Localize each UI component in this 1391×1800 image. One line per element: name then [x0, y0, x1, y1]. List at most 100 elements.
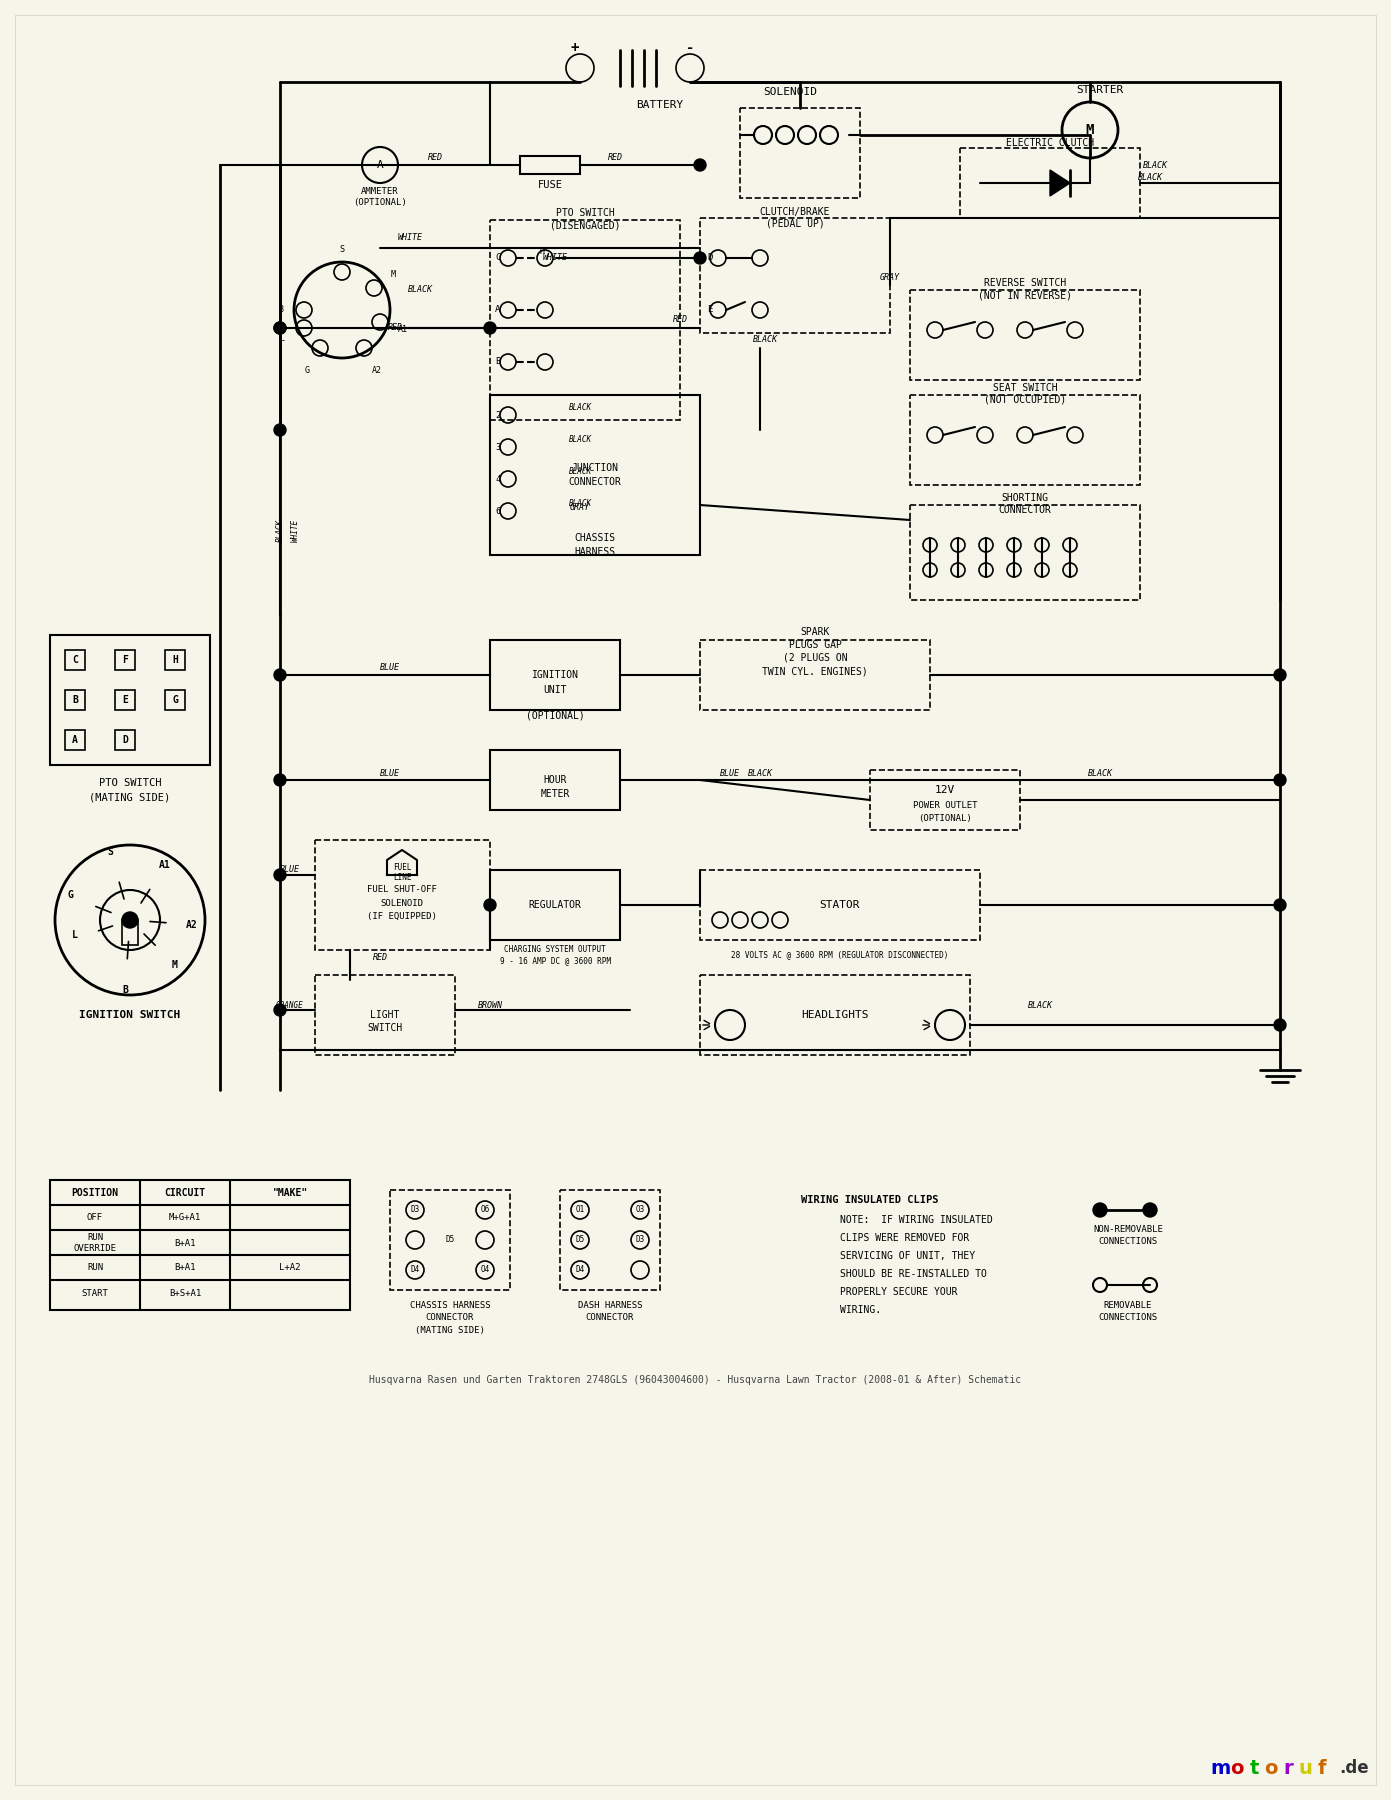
Text: SHORTING: SHORTING — [1002, 493, 1049, 502]
Text: PTO SWITCH: PTO SWITCH — [555, 209, 615, 218]
Circle shape — [1274, 898, 1287, 911]
Text: ORANGE: ORANGE — [277, 1001, 303, 1010]
Text: M: M — [172, 959, 178, 970]
Circle shape — [1274, 1019, 1287, 1031]
Circle shape — [1093, 1202, 1107, 1217]
Text: RUN
OVERRIDE: RUN OVERRIDE — [74, 1233, 117, 1253]
Text: r: r — [1283, 1759, 1292, 1778]
Text: REVERSE SWITCH: REVERSE SWITCH — [983, 277, 1066, 288]
Text: M: M — [1086, 122, 1095, 137]
Text: L: L — [278, 335, 284, 344]
Bar — [520, 157, 580, 175]
Text: D4: D4 — [410, 1265, 420, 1274]
Circle shape — [1143, 1202, 1157, 1217]
Text: 6: 6 — [495, 506, 501, 515]
Text: L+A2: L+A2 — [280, 1264, 300, 1273]
Text: 9 - 16 AMP DC @ 3600 RPM: 9 - 16 AMP DC @ 3600 RPM — [499, 956, 611, 965]
Text: LIGHT: LIGHT — [370, 1010, 399, 1021]
Text: WHITE: WHITE — [291, 518, 299, 542]
Text: (MATING SIDE): (MATING SIDE) — [415, 1327, 485, 1336]
Circle shape — [274, 322, 287, 335]
Text: M: M — [391, 270, 395, 279]
Text: G: G — [305, 367, 309, 376]
Text: SWITCH: SWITCH — [367, 1022, 402, 1033]
Text: NON-REMOVABLE: NON-REMOVABLE — [1093, 1226, 1163, 1235]
Bar — [960, 148, 1141, 218]
Text: START: START — [82, 1289, 108, 1298]
Text: 3: 3 — [495, 443, 501, 452]
Text: Husqvarna Rasen und Garten Traktoren 2748GLS (96043004600) - Husqvarna Lawn Trac: Husqvarna Rasen und Garten Traktoren 274… — [369, 1375, 1021, 1384]
Text: A: A — [72, 734, 78, 745]
Text: E: E — [707, 306, 712, 315]
Text: O6: O6 — [480, 1206, 490, 1215]
Bar — [490, 394, 700, 554]
Text: 2: 2 — [495, 410, 501, 419]
Text: BLACK: BLACK — [753, 335, 778, 344]
Text: WIRING.: WIRING. — [840, 1305, 881, 1316]
Text: FUEL SHUT-OFF: FUEL SHUT-OFF — [367, 886, 437, 895]
Text: A2: A2 — [373, 367, 383, 376]
Text: (2 PLUGS ON: (2 PLUGS ON — [783, 653, 847, 662]
Bar — [314, 976, 455, 1055]
Text: BLACK: BLACK — [569, 468, 591, 477]
Text: BATTERY: BATTERY — [636, 101, 683, 110]
Text: D5: D5 — [445, 1235, 455, 1244]
Text: 12V: 12V — [935, 785, 956, 796]
Text: M+G+A1: M+G+A1 — [168, 1213, 202, 1222]
Bar — [122, 920, 138, 945]
Circle shape — [274, 1004, 287, 1015]
Text: FUSE: FUSE — [537, 180, 562, 191]
Text: UNIT: UNIT — [544, 686, 566, 695]
Text: (OPTIONAL): (OPTIONAL) — [918, 814, 972, 823]
Text: u: u — [1298, 1759, 1312, 1778]
Text: (PEDAL UP): (PEDAL UP) — [765, 220, 825, 229]
Text: RED: RED — [388, 324, 402, 333]
Text: POWER OUTLET: POWER OUTLET — [912, 801, 978, 810]
Text: A1: A1 — [398, 324, 408, 333]
Text: B+S+A1: B+S+A1 — [168, 1289, 202, 1298]
Text: WIRING INSULATED CLIPS: WIRING INSULATED CLIPS — [801, 1195, 939, 1204]
Text: B: B — [122, 985, 128, 995]
Text: H: H — [540, 247, 544, 256]
Text: -: - — [686, 41, 694, 56]
Text: SOLENOID: SOLENOID — [764, 86, 817, 97]
Bar — [115, 689, 135, 709]
Polygon shape — [1050, 169, 1070, 196]
Text: HARNESS: HARNESS — [574, 547, 616, 556]
Text: PTO SWITCH: PTO SWITCH — [99, 778, 161, 788]
Text: CLIPS WERE REMOVED FOR: CLIPS WERE REMOVED FOR — [840, 1233, 970, 1244]
Text: NOTE:  IF WIRING INSULATED: NOTE: IF WIRING INSULATED — [840, 1215, 993, 1226]
Text: +: + — [570, 41, 579, 56]
Text: RED: RED — [672, 315, 687, 324]
Bar — [700, 218, 890, 333]
Text: BLUE: BLUE — [721, 769, 740, 778]
Text: RED: RED — [427, 153, 442, 162]
Text: CONNECTIONS: CONNECTIONS — [1099, 1238, 1157, 1246]
Bar — [166, 689, 185, 709]
Text: (OPTIONAL): (OPTIONAL) — [353, 198, 408, 207]
Text: POSITION: POSITION — [71, 1188, 118, 1199]
Text: BLACK: BLACK — [1028, 1001, 1053, 1010]
Bar — [490, 641, 620, 709]
Text: 4: 4 — [495, 475, 501, 484]
Text: o: o — [1230, 1759, 1244, 1778]
Bar — [65, 731, 85, 751]
Text: REGULATOR: REGULATOR — [529, 900, 581, 911]
Text: SEAT SWITCH: SEAT SWITCH — [993, 383, 1057, 392]
Text: STATOR: STATOR — [819, 900, 860, 911]
Text: GRAY: GRAY — [570, 504, 590, 513]
Text: f: f — [1317, 1759, 1326, 1778]
Circle shape — [274, 425, 287, 436]
Bar — [50, 1181, 351, 1310]
Text: D5: D5 — [576, 1235, 584, 1244]
Text: SHOULD BE RE-INSTALLED TO: SHOULD BE RE-INSTALLED TO — [840, 1269, 986, 1280]
Text: LINE: LINE — [392, 873, 412, 882]
Text: WHITE: WHITE — [398, 234, 423, 243]
Text: CLUTCH/BRAKE: CLUTCH/BRAKE — [759, 207, 830, 218]
Bar — [220, 20, 1365, 1780]
Text: BROWN: BROWN — [477, 1001, 502, 1010]
Text: REMOVABLE: REMOVABLE — [1104, 1300, 1152, 1310]
Text: CHARGING SYSTEM OUTPUT: CHARGING SYSTEM OUTPUT — [504, 945, 606, 954]
Text: HOUR: HOUR — [544, 776, 566, 785]
Bar — [65, 689, 85, 709]
